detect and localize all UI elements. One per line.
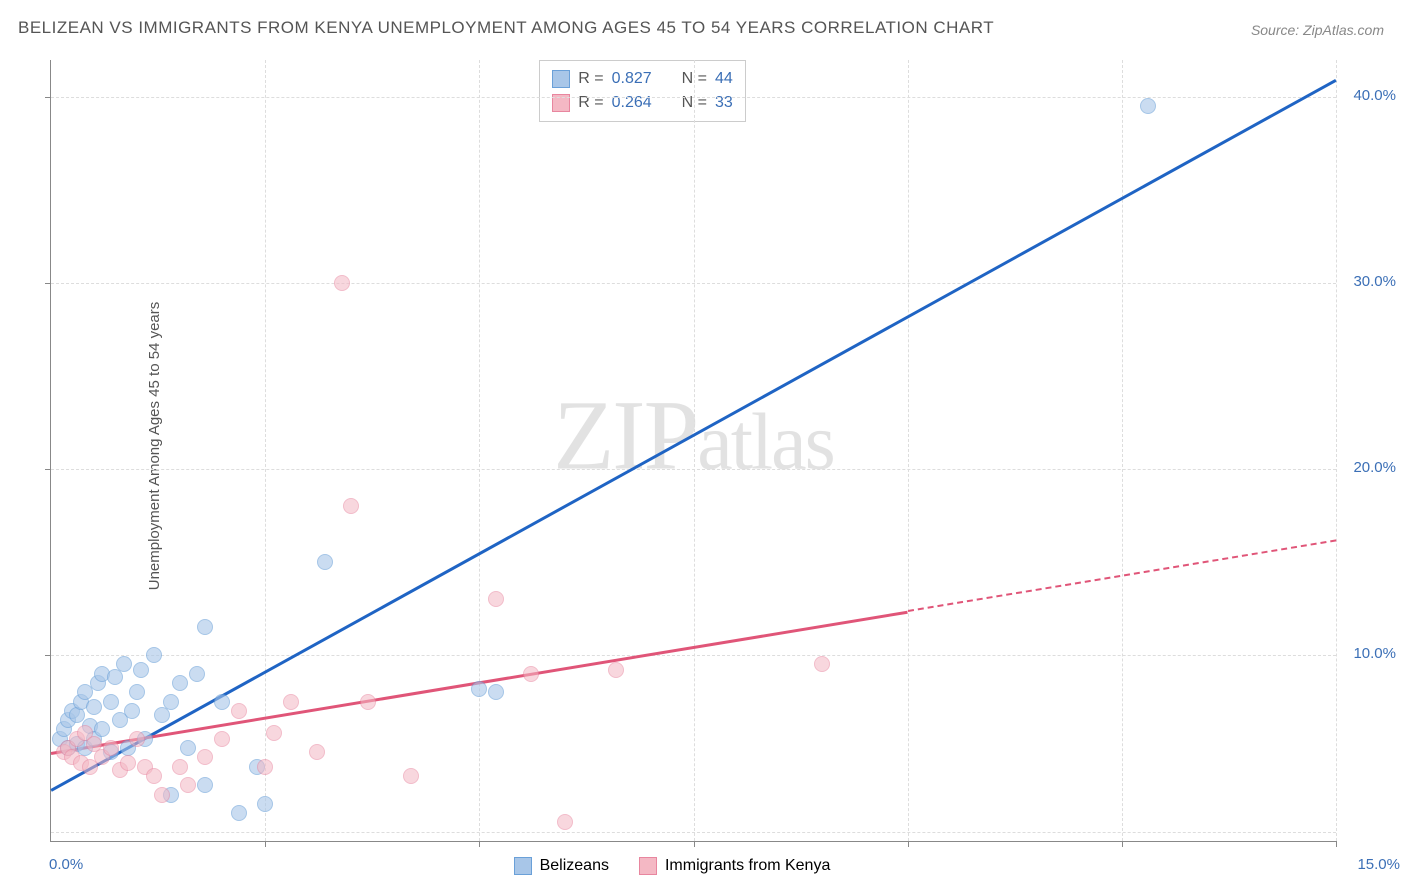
x-tick — [694, 841, 695, 847]
legend-row-series-a: R = 0.827 N = 44 — [552, 67, 732, 91]
data-point — [197, 619, 213, 635]
data-point — [116, 656, 132, 672]
data-point — [214, 694, 230, 710]
data-point — [231, 703, 247, 719]
y-tick-label: 30.0% — [1353, 273, 1396, 290]
series-label-a: Belizeans — [540, 857, 609, 875]
chart-title: BELIZEAN VS IMMIGRANTS FROM KENYA UNEMPL… — [18, 18, 994, 38]
data-point — [189, 666, 205, 682]
x-tick — [1122, 841, 1123, 847]
data-point — [197, 777, 213, 793]
data-point — [94, 721, 110, 737]
data-point — [103, 740, 119, 756]
data-point — [343, 498, 359, 514]
data-point — [86, 699, 102, 715]
data-point — [317, 554, 333, 570]
legend-item-b: Immigrants from Kenya — [639, 857, 830, 875]
data-point — [163, 694, 179, 710]
data-point — [146, 647, 162, 663]
y-tick — [45, 469, 51, 470]
data-point — [103, 694, 119, 710]
data-point — [283, 694, 299, 710]
gridline-v — [908, 60, 909, 841]
data-point — [133, 662, 149, 678]
x-tick — [265, 841, 266, 847]
data-point — [488, 684, 504, 700]
data-point — [488, 591, 504, 607]
data-point — [172, 675, 188, 691]
x-tick-min: 0.0% — [49, 856, 83, 873]
y-tick-label: 40.0% — [1353, 87, 1396, 104]
data-point — [172, 759, 188, 775]
data-point — [403, 768, 419, 784]
data-point — [120, 755, 136, 771]
watermark-atlas: atlas — [697, 398, 834, 486]
data-point — [471, 681, 487, 697]
data-point — [180, 777, 196, 793]
data-point — [180, 740, 196, 756]
y-tick — [45, 97, 51, 98]
data-point — [266, 725, 282, 741]
data-point — [124, 703, 140, 719]
source-label: Source: ZipAtlas.com — [1251, 22, 1384, 38]
data-point — [197, 749, 213, 765]
gridline-v — [479, 60, 480, 841]
data-point — [309, 744, 325, 760]
data-point — [214, 731, 230, 747]
correlation-legend: R = 0.827 N = 44 R = 0.264 N = 33 — [539, 60, 745, 122]
series-label-b: Immigrants from Kenya — [665, 857, 830, 875]
series-legend: Belizeans Immigrants from Kenya — [514, 857, 851, 875]
data-point — [334, 275, 350, 291]
data-point — [257, 796, 273, 812]
legend-row-series-b: R = 0.264 N = 33 — [552, 91, 732, 115]
data-point — [146, 768, 162, 784]
chart-container: BELIZEAN VS IMMIGRANTS FROM KENYA UNEMPL… — [0, 0, 1406, 892]
data-point — [154, 787, 170, 803]
r-label: R = — [578, 67, 603, 91]
n-value-b: 33 — [715, 91, 733, 115]
gridline-v — [265, 60, 266, 841]
r-label: R = — [578, 91, 603, 115]
data-point — [608, 662, 624, 678]
y-tick-label: 20.0% — [1353, 459, 1396, 476]
data-point — [257, 759, 273, 775]
x-tick — [908, 841, 909, 847]
r-value-b: 0.264 — [612, 91, 662, 115]
y-tick-label: 10.0% — [1353, 645, 1396, 662]
x-tick-max: 15.0% — [1357, 856, 1400, 873]
gridline-v — [1336, 60, 1337, 841]
gridline-v — [694, 60, 695, 841]
n-value-a: 44 — [715, 67, 733, 91]
swatch-series-b — [639, 857, 657, 875]
swatch-series-a — [514, 857, 532, 875]
data-point — [129, 731, 145, 747]
data-point — [1140, 98, 1156, 114]
data-point — [129, 684, 145, 700]
gridline-v — [1122, 60, 1123, 841]
plot-area: ZIPatlas R = 0.827 N = 44 R = 0.264 N = … — [50, 60, 1336, 842]
r-value-a: 0.827 — [612, 67, 662, 91]
swatch-series-a — [552, 70, 570, 88]
data-point — [360, 694, 376, 710]
y-tick — [45, 283, 51, 284]
x-tick — [1336, 841, 1337, 847]
legend-item-a: Belizeans — [514, 857, 609, 875]
data-point — [814, 656, 830, 672]
data-point — [231, 805, 247, 821]
y-tick — [45, 655, 51, 656]
x-tick — [479, 841, 480, 847]
data-point — [523, 666, 539, 682]
data-point — [557, 814, 573, 830]
